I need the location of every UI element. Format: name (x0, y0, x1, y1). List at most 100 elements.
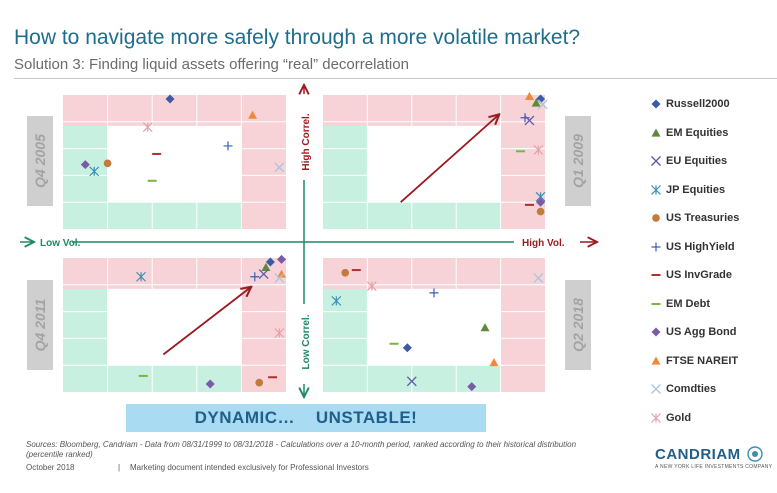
point-us-agg-bond (467, 382, 477, 392)
point-us-agg-bond (205, 379, 215, 389)
footer-date: October 2018 (26, 463, 75, 472)
period-label-q1-2009: Q1 2009 (565, 116, 591, 206)
x-icon (651, 156, 661, 166)
legend-label: FTSE NAREIT (666, 354, 739, 367)
point-jp-equities (89, 166, 100, 177)
legend-item-ftse-nareit: FTSE NAREIT (650, 353, 738, 369)
quadrant-scatter-chart: Q4 2005 Q1 2009 Q4 2011 Q2 2018 Low Vol. Hig… (20, 80, 640, 410)
point-eu-equities (524, 115, 535, 126)
point-us-highyield (520, 113, 530, 123)
point-em-equities (480, 323, 490, 332)
panel-q4-2005 (63, 94, 286, 229)
svg-text:Q4 2005: Q4 2005 (32, 134, 48, 188)
point-ftse-nareit (489, 358, 499, 367)
legend-label: EM Equities (666, 126, 729, 139)
point-us-agg-bond (80, 160, 90, 170)
svg-text:Q2 2018: Q2 2018 (570, 298, 586, 352)
legend-label: US Agg Bond (666, 326, 737, 338)
point-russell2000 (536, 94, 546, 104)
panel-q4-2011-trend-arrow (162, 287, 250, 356)
legend-marker (651, 327, 661, 337)
sources-note: Sources: Bloomberg, Candriam - Data from… (26, 440, 577, 459)
legend-marker (651, 184, 661, 195)
legend-marker (651, 156, 661, 166)
panel-q4-2011-neutral-zone (107, 288, 242, 366)
legend-label: EU Equities (666, 155, 728, 167)
legend-item-us-invgrade: US InvGrade (650, 267, 732, 283)
plus-icon (651, 242, 661, 251)
legend-item-em-equities: EM Equities (650, 125, 728, 141)
star-icon (651, 184, 661, 195)
logo-mark-icon (747, 446, 763, 462)
legend-label: JP Equities (666, 183, 726, 196)
diamond-icon (651, 327, 661, 337)
point-gold (142, 122, 153, 133)
logo-tagline: A NEW YORK LIFE INVESTMENTS COMPANY (655, 464, 773, 470)
legend-item-us-highyield: US HighYield (650, 239, 735, 255)
footer-separator: | (118, 463, 121, 472)
legend-label: US Treasuries (666, 212, 740, 224)
point-us-highyield (250, 272, 260, 282)
triangle-icon (651, 128, 661, 137)
legend-marker (651, 99, 661, 109)
point-eu-equities (406, 376, 417, 387)
svg-text:Q1 2009: Q1 2009 (570, 134, 586, 188)
point-russell2000 (402, 343, 412, 353)
period-label-q4-2005: Q4 2005 (27, 116, 53, 206)
page-title: How to navigate more safely through a mo… (14, 26, 581, 49)
legend-label: Russell2000 (666, 98, 730, 110)
point-russell2000 (265, 257, 275, 267)
point-us-highyield (429, 288, 439, 298)
point-ftse-nareit (248, 110, 258, 119)
point-russell2000 (165, 94, 175, 104)
legend-marker (651, 384, 661, 394)
high-correl-label: High Correl. (301, 113, 312, 170)
point-comdties (537, 99, 548, 110)
low-vol-label: Low Vol. (40, 238, 81, 249)
point-em-equities (261, 262, 271, 271)
point-comdties (533, 273, 544, 284)
page-subtitle: Solution 3: Finding liquid assets offeri… (14, 56, 409, 73)
legend-marker (651, 412, 661, 423)
svg-text:Q4 2011: Q4 2011 (32, 298, 48, 351)
legend-label: US InvGrade (666, 269, 733, 281)
dash-icon (651, 302, 661, 305)
point-ftse-nareit (524, 91, 534, 100)
legend-item-us-treasuries: US Treasuries (650, 210, 739, 226)
legend-marker (652, 214, 660, 222)
point-gold (274, 328, 285, 338)
high-vol-label: High Vol. (522, 238, 565, 249)
point-comdties (274, 162, 285, 173)
legend-item-em-debt: EM Debt (650, 296, 710, 312)
banner-text: DYNAMIC… UNSTABLE! (194, 408, 418, 427)
legend-item-eu-equities: EU Equities (650, 153, 727, 169)
legend-item-gold: Gold (650, 410, 691, 426)
panel-q2-2018-neutral-zone (367, 288, 501, 366)
legend-marker (651, 128, 661, 137)
legend-marker (651, 242, 661, 251)
point-jp-equities (136, 271, 146, 282)
banner-box (126, 404, 486, 432)
triangle-icon (651, 356, 661, 365)
legend-label: EM Debt (666, 297, 710, 310)
point-ftse-nareit (277, 269, 287, 278)
point-em-equities (531, 98, 541, 107)
point-comdties (274, 273, 285, 284)
footer-disclaimer: Marketing document intended exclusively … (130, 463, 369, 472)
point-us-agg-bond (536, 197, 546, 207)
panel-q1-2009 (323, 91, 548, 229)
point-us-treasuries (536, 207, 545, 216)
point-us-treasuries (341, 268, 350, 277)
period-label-q4-2011: Q4 2011 (27, 280, 53, 370)
point-us-treasuries (255, 378, 264, 387)
diamond-icon (651, 99, 661, 109)
point-gold (366, 281, 377, 292)
legend-item-us-agg-bond: US Agg Bond (650, 324, 736, 340)
title-divider (14, 78, 777, 79)
point-us-agg-bond (277, 254, 287, 264)
panel-q2-2018 (323, 258, 545, 392)
point-jp-equities (331, 295, 342, 306)
panel-q4-2005-neutral-zone (107, 125, 242, 203)
x-icon (651, 384, 661, 394)
point-gold (533, 145, 544, 155)
